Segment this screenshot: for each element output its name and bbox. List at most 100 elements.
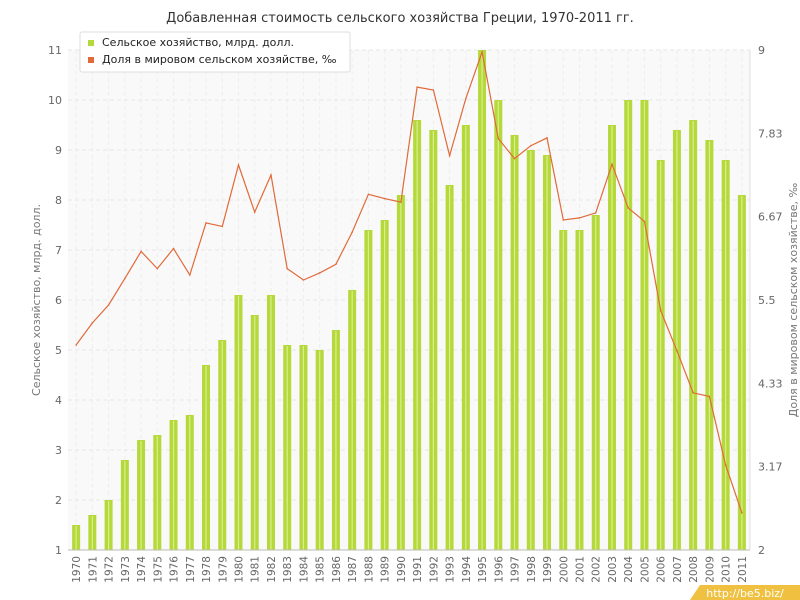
y-tick-label: 3 (55, 444, 62, 457)
line-point (529, 144, 532, 147)
x-tick-label: 1975 (152, 556, 164, 583)
x-tick-label: 2004 (623, 556, 635, 583)
line-point (383, 197, 386, 200)
x-tick-label: 1984 (298, 556, 310, 583)
x-tick-label: 1970 (71, 556, 83, 583)
line-series (75, 49, 743, 514)
x-tick-label: 1987 (347, 556, 359, 583)
x-tick-label: 1979 (217, 556, 229, 583)
line-point (270, 174, 272, 176)
y2-axis-ticks: 2 3.17 4.33 5.5 6.67 7.83 9 (758, 44, 783, 557)
line-point (643, 220, 646, 223)
legend-label-line: Доля в мировом сельском хозяйстве, ‰ (102, 53, 337, 66)
y-tick-label: 7 (55, 244, 62, 257)
line-point (481, 51, 483, 53)
line-point (416, 86, 418, 88)
line-point (237, 164, 240, 166)
line-point (107, 304, 110, 306)
line-point (627, 207, 630, 209)
line-point (578, 217, 581, 219)
x-tick-label: 2006 (656, 556, 668, 583)
x-tick-label: 1977 (185, 556, 197, 583)
y-tick-label: 1 (55, 544, 62, 557)
x-tick-label: 1991 (412, 556, 424, 583)
x-tick-label: 1971 (87, 556, 99, 583)
line-point (497, 137, 500, 140)
x-tick-label: 1996 (493, 556, 505, 583)
line-point (367, 193, 370, 196)
x-tick-label: 1982 (266, 556, 278, 583)
x-tick-label: 1976 (169, 556, 181, 583)
x-tick-label: 1999 (542, 556, 554, 583)
legend-box (79, 31, 351, 73)
line-point (140, 250, 142, 253)
y2-tick-label: 7.83 (758, 128, 783, 141)
x-tick-label: 1994 (461, 556, 473, 583)
bar-series (72, 50, 746, 550)
legend-marker-line (88, 57, 94, 63)
y-tick-label: 9 (55, 144, 62, 157)
x-tick-label: 1997 (510, 556, 522, 583)
x-tick-label: 1986 (331, 556, 343, 583)
watermark: http://be5.biz/ (690, 585, 800, 600)
line-point (724, 464, 727, 466)
x-tick-label: 2002 (591, 556, 603, 583)
line-point (91, 322, 94, 324)
line-point (188, 274, 191, 276)
line-path (75, 49, 743, 514)
x-tick-label: 1972 (104, 556, 116, 583)
line-point (432, 89, 435, 91)
x-tick-label: 2008 (688, 556, 700, 583)
y-axis-title: Сельское хозяйство, млрд. долл. (30, 204, 43, 396)
x-tick-label: 1983 (282, 556, 294, 583)
watermark-text: http://be5.biz/ (706, 587, 784, 600)
line-point (659, 309, 662, 312)
x-tick-label: 1973 (120, 556, 132, 583)
line-point (172, 247, 175, 250)
chart-title: Добавленная стоимость сельского хозяйств… (166, 11, 634, 26)
line-point (156, 267, 159, 270)
x-tick-label: 1985 (315, 556, 327, 583)
line-point (75, 344, 77, 346)
y-tick-label: 2 (55, 494, 62, 507)
line-point (594, 212, 597, 214)
y-tick-label: 10 (48, 94, 62, 107)
line-point (351, 231, 353, 233)
watermark-band (690, 585, 800, 600)
line-point (400, 201, 402, 203)
legend: Сельское хозяйство, млрд. долл. Доля в м… (79, 31, 351, 73)
x-tick-label: 1993 (445, 556, 457, 583)
y2-tick-label: 4.33 (758, 378, 783, 391)
line-point (253, 211, 256, 213)
legend-label-bar: Сельское хозяйство, млрд. долл. (102, 36, 294, 49)
y2-tick-label: 9 (758, 44, 765, 57)
x-tick-label: 2009 (704, 556, 716, 583)
x-tick-label: 2011 (737, 556, 749, 583)
line-point (302, 279, 305, 281)
line-point (562, 219, 565, 221)
x-tick-label: 2003 (607, 556, 619, 583)
y2-tick-label: 6.67 (758, 210, 783, 223)
line-point (124, 277, 126, 280)
line-point (513, 157, 516, 160)
y-axis-ticks: 1 2 3 4 5 6 7 8 9 10 11 (48, 44, 62, 557)
line-point (708, 395, 711, 398)
line-point (546, 137, 548, 139)
y-tick-label: 5 (55, 344, 62, 357)
line-point (611, 163, 613, 166)
y-tick-label: 11 (48, 44, 62, 57)
line-point (205, 222, 207, 224)
line-point (286, 267, 289, 270)
x-tick-label: 1978 (201, 556, 213, 583)
line-point (676, 349, 678, 352)
y-tick-label: 6 (55, 294, 62, 307)
x-tick-label: 1981 (250, 556, 262, 583)
x-tick-label: 2010 (721, 556, 733, 583)
x-tick-label: 1988 (363, 556, 375, 583)
y2-axis-title: Доля в мировом сельском хозяйстве, ‰ (787, 183, 800, 418)
y-tick-label: 4 (55, 394, 62, 407)
y2-tick-label: 5.5 (758, 294, 776, 307)
line-point (318, 272, 321, 274)
y2-tick-label: 2 (758, 544, 765, 557)
